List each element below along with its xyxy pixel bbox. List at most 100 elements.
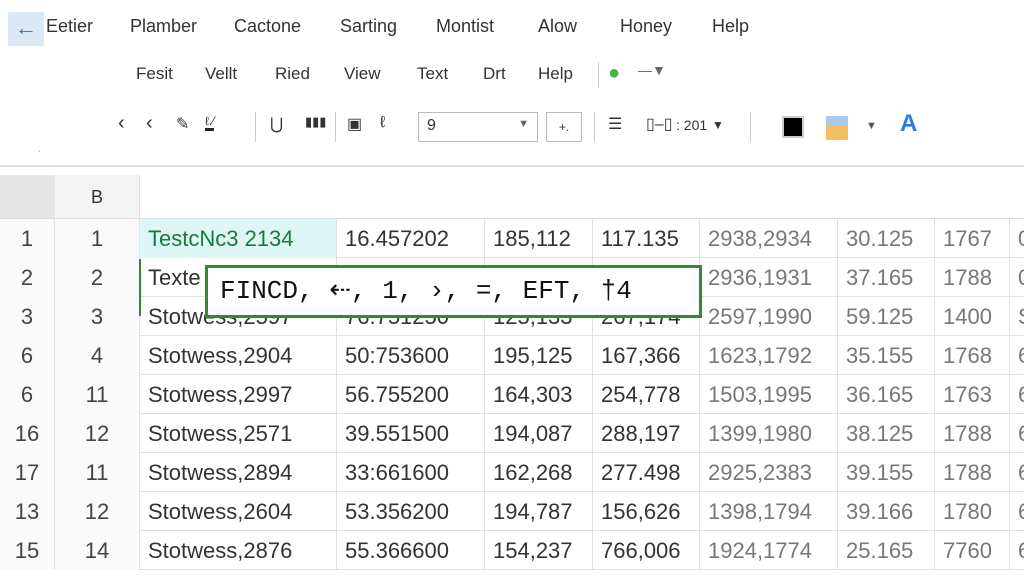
user-icon[interactable]: ●	[608, 62, 621, 84]
column-width-icon[interactable]: ▯–▯	[646, 116, 673, 133]
cell[interactable]: Stotwess,2571	[140, 414, 337, 453]
cell[interactable]: 12	[55, 492, 140, 531]
chevron-down-icon[interactable]: ▼	[866, 120, 877, 132]
cell[interactable]: 53.356200	[337, 492, 485, 531]
cell[interactable]: 39.551500	[337, 414, 485, 453]
cell[interactable]: 6	[1010, 414, 1024, 453]
row-header[interactable]: 6	[0, 375, 55, 414]
cell[interactable]: 2597,1990	[700, 297, 838, 336]
list-icon[interactable]: ☰	[608, 116, 623, 133]
cell[interactable]: 288,197	[593, 414, 700, 453]
cell[interactable]: 16.457202	[337, 219, 485, 258]
cell[interactable]: 2925,2383	[700, 453, 838, 492]
filter-dropdown-icon[interactable]: —▼	[638, 62, 666, 78]
menu-item[interactable]: Help	[712, 16, 750, 36]
cell[interactable]: 185,112	[485, 219, 593, 258]
submenu-item[interactable]: Help	[538, 64, 573, 83]
cell[interactable]: Stotwess,2894	[140, 453, 337, 492]
cell[interactable]: 12	[55, 414, 140, 453]
cell[interactable]: 254,778	[593, 375, 700, 414]
cell[interactable]: 1924,1774	[700, 531, 838, 570]
cell[interactable]: 195,125	[485, 336, 593, 375]
cell[interactable]: 194,087	[485, 414, 593, 453]
cell[interactable]: 1400	[935, 297, 1010, 336]
cell[interactable]: 1503,1995	[700, 375, 838, 414]
cell[interactable]: 35.155	[838, 336, 935, 375]
cell[interactable]: 6	[1010, 453, 1024, 492]
cell[interactable]: 4	[55, 336, 140, 375]
cell[interactable]: S	[1010, 297, 1024, 336]
menu-item[interactable]: Eetier	[46, 16, 94, 36]
cell[interactable]: 56.755200	[337, 375, 485, 414]
row-header[interactable]: 15	[0, 531, 55, 570]
size-option-select[interactable]: +.	[546, 112, 582, 142]
cell[interactable]: 1623,1792	[700, 336, 838, 375]
menu-item[interactable]: Sarting	[340, 16, 398, 36]
chart-icon[interactable]: ▮▮▮	[305, 114, 327, 129]
cell[interactable]: 11	[55, 453, 140, 492]
cell[interactable]: 36.165	[838, 375, 935, 414]
submenu-item[interactable]: Fesit	[136, 64, 173, 83]
back-arrow-icon[interactable]: ←	[8, 12, 44, 46]
cell[interactable]: 39.166	[838, 492, 935, 531]
redo-icon[interactable]: ‹	[146, 112, 153, 134]
cell[interactable]: 14	[55, 531, 140, 570]
cell[interactable]: 194,787	[485, 492, 593, 531]
cell[interactable]: 1788	[935, 258, 1010, 297]
cell[interactable]: 30.125	[838, 219, 935, 258]
calendar-icon[interactable]: ▣	[347, 116, 363, 133]
cell[interactable]: 6	[1010, 336, 1024, 375]
submenu-item[interactable]: Drt	[483, 64, 506, 83]
cell[interactable]: 2938,2934	[700, 219, 838, 258]
cell[interactable]: 2	[55, 258, 140, 297]
row-header[interactable]: 3	[0, 297, 55, 336]
cell[interactable]: 11	[55, 375, 140, 414]
function-icon[interactable]: ⋃	[270, 116, 284, 133]
menu-item[interactable]: Alow	[538, 16, 578, 36]
cell[interactable]: 1	[55, 219, 140, 258]
cell[interactable]: 2936,1931	[700, 258, 838, 297]
cell[interactable]: 6	[1010, 375, 1024, 414]
fill-color-icon[interactable]	[826, 116, 848, 140]
menu-item[interactable]: Plamber	[130, 16, 198, 36]
cell[interactable]: 167,366	[593, 336, 700, 375]
cell[interactable]: 164,303	[485, 375, 593, 414]
undo-icon[interactable]: ‹	[118, 112, 125, 134]
cell[interactable]: 1788	[935, 414, 1010, 453]
cell[interactable]: 1398,1794	[700, 492, 838, 531]
font-size-select[interactable]: 9 ▼	[418, 112, 538, 142]
row-header[interactable]: 1	[0, 219, 55, 258]
cell[interactable]: Stotwess,2997	[140, 375, 337, 414]
cell[interactable]: 0	[1010, 219, 1024, 258]
pen-icon[interactable]: ℓ	[380, 114, 386, 131]
submenu-item[interactable]: View	[344, 64, 381, 83]
cell[interactable]: 33:661600	[337, 453, 485, 492]
menu-item[interactable]: Honey	[620, 16, 673, 36]
menu-item[interactable]: Montist	[436, 16, 495, 36]
cell[interactable]: 55.366600	[337, 531, 485, 570]
cell[interactable]: 6	[1010, 531, 1024, 570]
cell[interactable]: 1788	[935, 453, 1010, 492]
chevron-down-icon[interactable]: ▼	[712, 118, 724, 132]
font-color-icon[interactable]: A	[900, 110, 918, 137]
paint-format-icon[interactable]: ✎	[176, 116, 190, 133]
cell[interactable]: 117.135	[593, 219, 700, 258]
cell[interactable]: 1763	[935, 375, 1010, 414]
cell[interactable]: 766,006	[593, 531, 700, 570]
cell[interactable]: 37.165	[838, 258, 935, 297]
row-header[interactable]: 16	[0, 414, 55, 453]
submenu-item[interactable]: Text	[417, 64, 449, 83]
cell[interactable]: 1399,1980	[700, 414, 838, 453]
cell[interactable]: Stotwess,2604	[140, 492, 337, 531]
cell[interactable]: 277.498	[593, 453, 700, 492]
row-header[interactable]: 13	[0, 492, 55, 531]
cell[interactable]: 38.125	[838, 414, 935, 453]
cell[interactable]: 162,268	[485, 453, 593, 492]
cell[interactable]: 6	[1010, 492, 1024, 531]
cell[interactable]: 7760	[935, 531, 1010, 570]
cell[interactable]: Stotwess,2904	[140, 336, 337, 375]
cell[interactable]: 154,237	[485, 531, 593, 570]
cell[interactable]: Stotwess,2876	[140, 531, 337, 570]
row-header[interactable]: 2	[0, 258, 55, 297]
row-header[interactable]: 17	[0, 453, 55, 492]
